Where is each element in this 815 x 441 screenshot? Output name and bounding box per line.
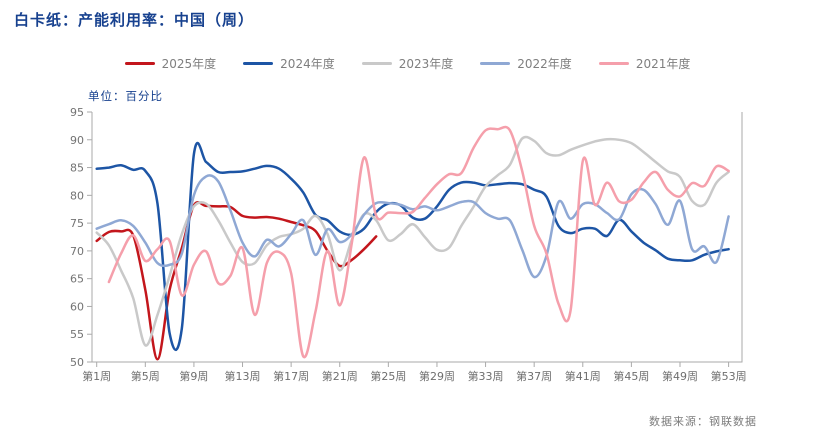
legend-item-2023年度[interactable]: 2023年度 (361, 55, 454, 72)
x-tick-label: 第17周 (273, 369, 309, 383)
legend-swatch-icon (361, 62, 392, 65)
legend-item-2021年度[interactable]: 2021年度 (598, 55, 691, 72)
x-tick-label: 第33周 (468, 369, 504, 383)
x-tick-label: 第9周 (179, 369, 208, 383)
legend-label: 2025年度 (161, 57, 217, 71)
unit-label: 单位：百分比 (88, 89, 163, 103)
x-tick-label: 第21周 (322, 369, 358, 383)
y-tick-label: 50 (70, 356, 84, 369)
series-line-2023年度 (95, 135, 730, 347)
x-tick-label: 第41周 (565, 369, 601, 383)
legend-label: 2023年度 (398, 57, 454, 71)
x-tick-label: 第1周 (82, 369, 111, 383)
legend-label: 2021年度 (635, 57, 691, 71)
y-tick-label: 55 (70, 328, 84, 341)
series-line-2024年度 (95, 141, 730, 352)
legend-item-2024年度[interactable]: 2024年度 (243, 55, 335, 72)
x-tick-label: 第13周 (225, 369, 261, 383)
legend-swatch-icon (480, 62, 511, 65)
x-tick-label: 第37周 (516, 369, 552, 383)
chart-legend: 2025年度 2024年度 2023年度 2022年度 2021年度 (0, 55, 815, 72)
x-tick-label: 第45周 (613, 369, 649, 383)
series-line-2021年度 (107, 125, 730, 359)
legend-item-2025年度[interactable]: 2025年度 (124, 55, 217, 72)
x-tick-label: 第29周 (419, 369, 455, 383)
y-tick-label: 75 (70, 217, 84, 230)
y-tick-label: 65 (70, 273, 84, 286)
x-tick-label: 第5周 (131, 369, 160, 383)
data-source-label: 数据来源：钢联数据 (649, 415, 757, 428)
x-tick-label: 第49周 (662, 369, 698, 383)
axis-frame (91, 112, 743, 363)
y-tick-label: 70 (70, 245, 84, 258)
legend-swatch-icon (243, 62, 274, 65)
legend-label: 2024年度 (280, 57, 335, 71)
y-tick-label: 85 (70, 162, 84, 175)
legend-label: 2022年度 (517, 57, 572, 71)
series-line-2022年度 (95, 174, 730, 279)
legend-item-2022年度[interactable]: 2022年度 (480, 55, 572, 72)
chart-title: 白卡纸：产能利用率：中国（周） (14, 11, 255, 29)
y-tick-label: 95 (70, 106, 84, 119)
legend-swatch-icon (124, 62, 155, 65)
x-tick-label: 第25周 (370, 369, 406, 383)
x-tick-label: 第53周 (711, 369, 747, 383)
y-tick-label: 60 (70, 300, 84, 313)
legend-swatch-icon (598, 62, 629, 65)
y-tick-label: 80 (70, 189, 84, 202)
y-tick-label: 90 (70, 134, 84, 147)
